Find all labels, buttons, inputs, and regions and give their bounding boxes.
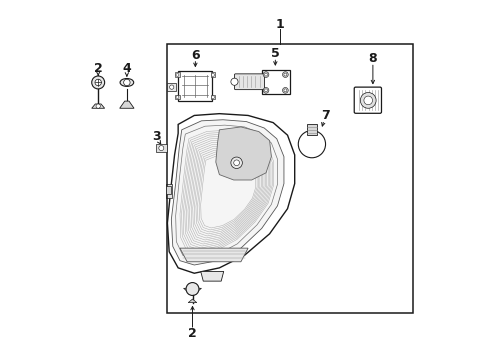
Circle shape [211, 96, 214, 99]
Circle shape [282, 87, 287, 93]
Bar [167, 83, 176, 91]
Text: 2: 2 [94, 62, 102, 75]
Bar [210, 95, 215, 99]
Circle shape [363, 96, 372, 105]
Circle shape [284, 89, 286, 92]
Bar [306, 125, 317, 135]
Circle shape [185, 283, 199, 296]
Circle shape [211, 73, 214, 76]
Circle shape [169, 85, 174, 89]
Polygon shape [188, 299, 196, 303]
Circle shape [263, 87, 268, 93]
Text: 3: 3 [152, 130, 161, 144]
Bar [166, 186, 171, 194]
Circle shape [230, 157, 242, 168]
Polygon shape [180, 248, 247, 262]
Bar [178, 71, 212, 101]
Circle shape [96, 104, 100, 108]
Circle shape [95, 79, 101, 86]
Polygon shape [171, 120, 284, 265]
Circle shape [282, 72, 287, 77]
FancyBboxPatch shape [353, 87, 381, 113]
Polygon shape [201, 271, 223, 281]
Text: 8: 8 [368, 52, 376, 65]
Bar [175, 72, 179, 77]
Polygon shape [120, 101, 134, 108]
Bar [175, 95, 179, 99]
Bar [167, 44, 412, 313]
Text: 7: 7 [321, 109, 329, 122]
Polygon shape [92, 104, 104, 108]
Circle shape [298, 131, 325, 158]
FancyBboxPatch shape [234, 74, 264, 90]
Circle shape [176, 96, 179, 99]
Polygon shape [215, 127, 271, 180]
Circle shape [123, 79, 130, 86]
Polygon shape [167, 114, 294, 273]
Circle shape [360, 93, 375, 108]
Circle shape [159, 145, 163, 150]
Text: 5: 5 [270, 47, 279, 60]
Ellipse shape [120, 78, 133, 86]
Circle shape [92, 76, 104, 89]
Bar [262, 69, 290, 94]
Polygon shape [183, 288, 201, 293]
Polygon shape [166, 184, 172, 198]
Bar [210, 72, 215, 77]
Circle shape [284, 73, 286, 76]
Text: 6: 6 [191, 49, 199, 62]
Text: 4: 4 [122, 62, 131, 75]
Circle shape [233, 160, 239, 166]
Bar [156, 144, 166, 152]
Circle shape [176, 73, 179, 76]
Circle shape [230, 78, 238, 85]
Circle shape [264, 89, 267, 92]
Text: 1: 1 [275, 18, 284, 31]
Circle shape [263, 72, 268, 77]
Circle shape [264, 73, 267, 76]
Text: 2: 2 [188, 327, 197, 340]
